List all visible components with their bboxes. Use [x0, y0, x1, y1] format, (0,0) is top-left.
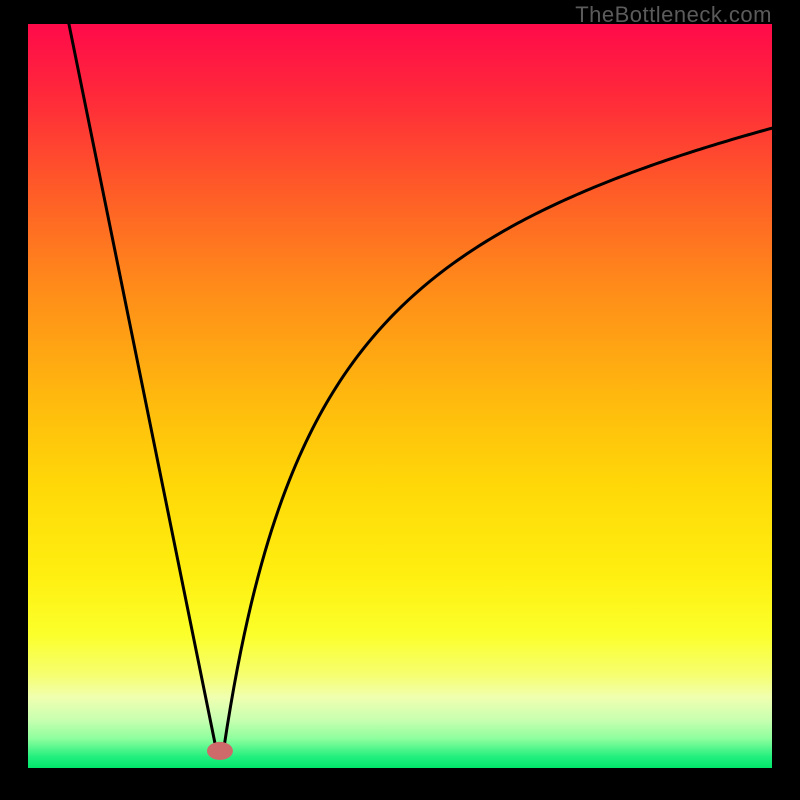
optimum-marker: [207, 742, 233, 760]
plot-svg: [28, 24, 772, 768]
plot-area: [28, 24, 772, 768]
watermark-text: TheBottleneck.com: [575, 2, 772, 28]
gradient-background: [28, 24, 772, 768]
chart-frame: TheBottleneck.com: [0, 0, 800, 800]
